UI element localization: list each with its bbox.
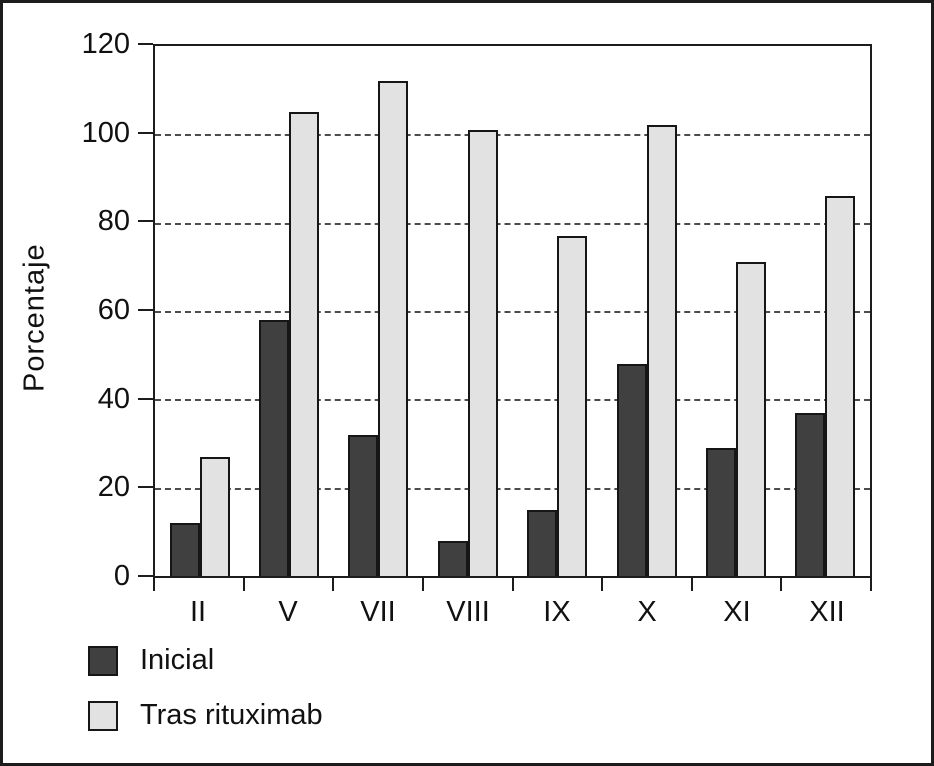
legend-item-inicial: Inicial	[88, 644, 323, 677]
bar-inicial-VIII	[438, 541, 468, 576]
y-tick-label-40: 40	[97, 383, 130, 415]
x-tick-0	[153, 578, 155, 591]
gridline-60	[155, 311, 870, 313]
x-tick-5	[601, 578, 603, 591]
y-tick-40	[138, 398, 153, 400]
bar-inicial-V	[259, 320, 289, 576]
bar-tras-rituximab-XI	[736, 262, 766, 576]
plot-area	[153, 44, 872, 578]
y-tick-label-20: 20	[97, 471, 130, 503]
x-tick-2	[332, 578, 334, 591]
x-tick-1	[243, 578, 245, 591]
bar-tras-rituximab-VII	[378, 81, 408, 576]
y-tick-label-0: 0	[113, 560, 130, 592]
y-tick-label-120: 120	[81, 28, 130, 60]
y-axis-title: Porcentaje	[18, 243, 51, 393]
bar-tras-rituximab-IX	[557, 236, 587, 576]
x-label-V: V	[278, 596, 298, 628]
gridline-80	[155, 222, 870, 225]
x-label-VIII: VIII	[446, 596, 490, 628]
x-label-II: II	[189, 596, 207, 628]
x-tick-4	[512, 578, 514, 591]
y-tick-label-100: 100	[81, 117, 130, 149]
y-tick-60	[138, 309, 153, 311]
y-tick-label-60: 60	[97, 294, 130, 326]
bar-inicial-XI	[706, 448, 736, 576]
bar-tras-rituximab-X	[647, 125, 677, 576]
x-label-IX: IX	[543, 596, 571, 628]
legend-swatch-tras-rituximab	[88, 700, 118, 731]
x-tick-6	[691, 578, 693, 591]
bar-tras-rituximab-V	[289, 112, 319, 576]
legend-swatch-inicial	[88, 645, 118, 676]
x-tick-8	[870, 578, 872, 591]
x-label-XI: XI	[723, 596, 751, 628]
bar-inicial-II	[170, 523, 200, 576]
gridline-20	[155, 487, 870, 490]
y-tick-120	[138, 43, 153, 45]
y-tick-0	[138, 575, 153, 577]
bar-inicial-VII	[348, 435, 378, 576]
bar-tras-rituximab-VIII	[468, 130, 498, 576]
bar-inicial-IX	[527, 510, 557, 576]
y-tick-20	[138, 486, 153, 488]
bar-tras-rituximab-XII	[825, 196, 855, 576]
legend-label-tras-rituximab: Tras rituximab	[140, 699, 323, 731]
y-tick-100	[138, 132, 153, 134]
x-label-X: X	[637, 596, 657, 628]
gridline-40	[155, 399, 870, 402]
legend: Inicial Tras rituximab	[88, 644, 323, 732]
x-label-XII: XII	[809, 596, 845, 628]
y-tick-label-80: 80	[97, 205, 130, 237]
x-tick-7	[780, 578, 782, 591]
gridline-100	[155, 134, 870, 137]
x-tick-3	[422, 578, 424, 591]
y-tick-80	[138, 220, 153, 222]
legend-label-inicial: Inicial	[140, 644, 215, 676]
bar-tras-rituximab-II	[200, 457, 230, 576]
bar-inicial-XII	[795, 413, 825, 576]
legend-item-tras-rituximab: Tras rituximab	[88, 699, 323, 732]
bar-inicial-X	[617, 364, 647, 576]
x-label-VII: VII	[360, 596, 396, 628]
